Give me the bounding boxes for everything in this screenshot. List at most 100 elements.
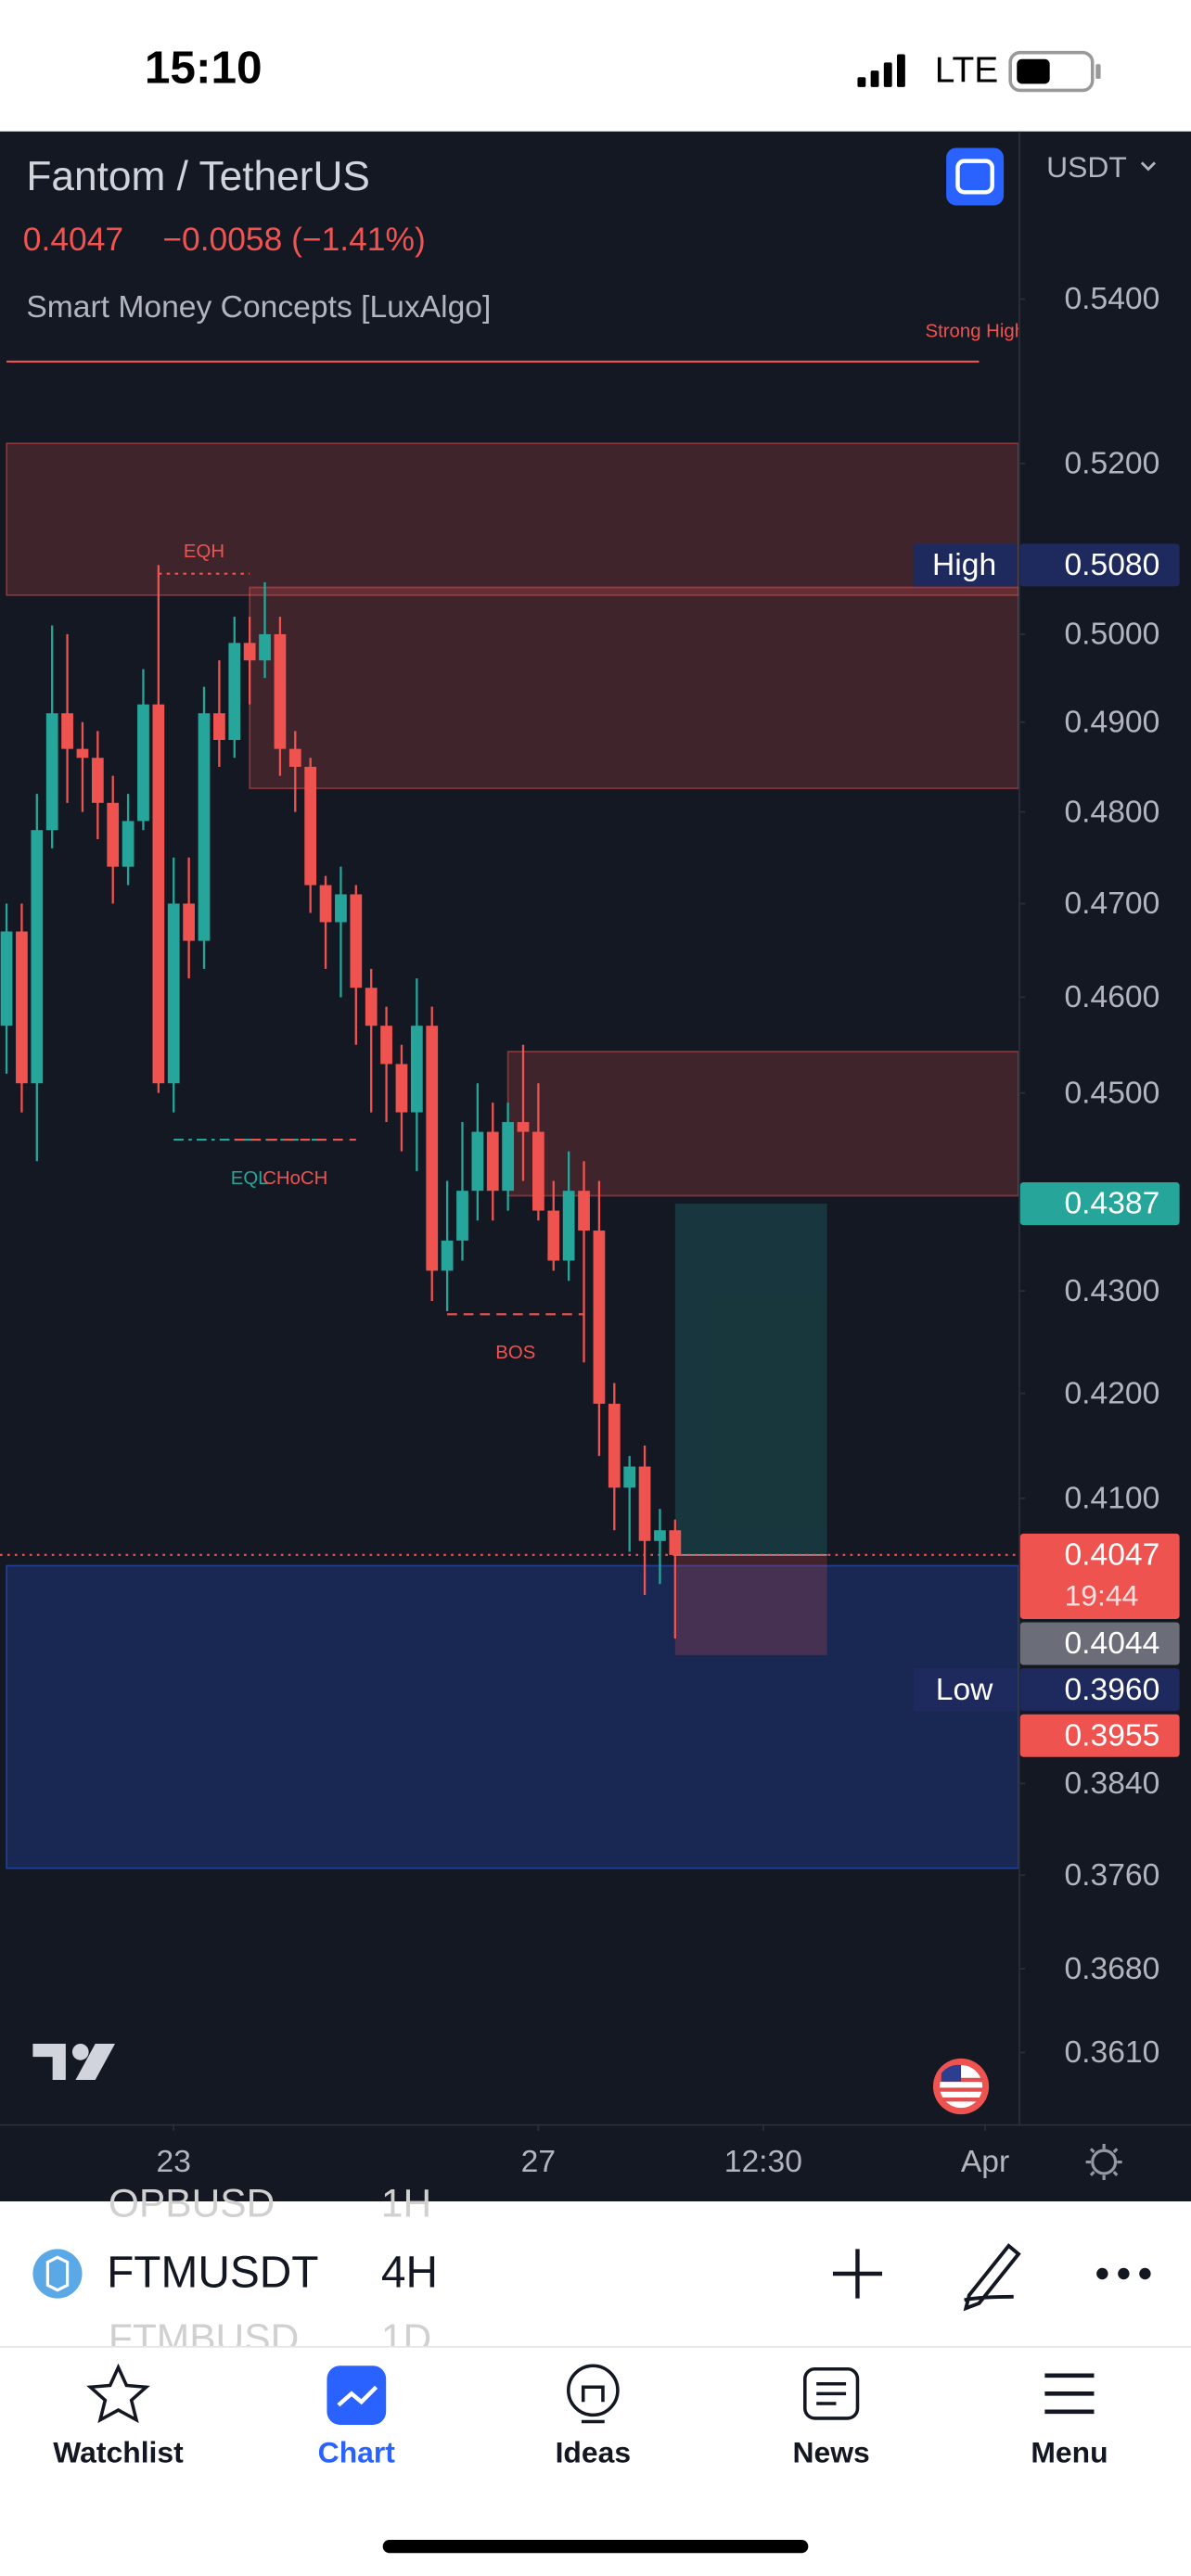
candle-body	[31, 830, 44, 1084]
tab-bar	[0, 2345, 1191, 2576]
x-tick-label: 27	[521, 2145, 556, 2179]
candle-body	[623, 1466, 636, 1488]
nav-labels: Watchlist Chart Ideas News Menu	[53, 2435, 1108, 2468]
candle-body	[167, 903, 180, 1084]
y-tick-label: 0.4900	[1064, 705, 1159, 739]
price-tag	[1019, 1668, 1180, 1712]
nav-label[interactable]: Ideas	[556, 2435, 632, 2468]
candle-body	[654, 1530, 666, 1541]
price-tag-label: 0.4387	[1064, 1187, 1159, 1221]
nav-label[interactable]: Watchlist	[53, 2435, 184, 2468]
y-tick-label: 0.5200	[1064, 446, 1159, 480]
ghost-interval: 1H	[381, 2183, 431, 2226]
candle-body	[243, 643, 256, 661]
candle-body	[502, 1122, 515, 1192]
price-tag-countdown: 19:44	[1065, 1578, 1139, 1612]
y-tick-label: 0.4100	[1064, 1481, 1159, 1515]
chart-icon[interactable]	[327, 2366, 387, 2426]
price-tag-label: 0.5080	[1064, 548, 1159, 582]
ghost-symbol: OPBUSD	[109, 2183, 275, 2226]
candle-body	[91, 758, 104, 803]
currency: USDT	[1046, 150, 1127, 184]
toolbar	[0, 2201, 1191, 2346]
price-tag	[1019, 543, 1180, 587]
candle-body	[335, 894, 347, 923]
price-tag-label: 0.4047	[1064, 1538, 1159, 1573]
candle-body	[350, 894, 363, 988]
currency-selector[interactable]: USDT	[1046, 150, 1157, 184]
price-tag	[1019, 1622, 1180, 1665]
candle-body	[395, 1064, 408, 1113]
battery-icon	[1008, 50, 1101, 93]
last-price: 0.4047	[23, 221, 123, 258]
nav-label[interactable]: Chart	[318, 2435, 396, 2468]
candle-body	[0, 931, 13, 1027]
y-tick-label: 0.4800	[1064, 795, 1159, 829]
symbol-title: Fantom / TetherUS	[26, 154, 370, 199]
tradingview-logo	[32, 2043, 115, 2080]
price-tag-name-box	[913, 543, 1018, 587]
price-tag	[1019, 1533, 1180, 1619]
symbol[interactable]: FTMUSDT	[107, 2248, 318, 2297]
price-tag-name-box	[913, 1668, 1018, 1712]
more-button[interactable]	[1096, 2267, 1151, 2280]
position-target	[674, 1204, 827, 1555]
candle-body	[562, 1191, 575, 1261]
indicator-name: Smart Money Concepts [LuxAlgo]	[26, 290, 491, 325]
price-change: −0.0058 (−1.41%)	[162, 221, 425, 258]
menu-icon[interactable]	[1044, 2373, 1095, 2415]
y-tick-label: 0.3760	[1064, 1858, 1159, 1893]
y-tick-label: 0.4200	[1064, 1376, 1159, 1410]
candle-body	[593, 1231, 606, 1404]
candle-body	[319, 885, 332, 923]
candle-body	[547, 1210, 560, 1261]
ideas-icon[interactable]	[567, 2364, 620, 2424]
chart-background	[0, 131, 1191, 2202]
candle-body	[517, 1122, 530, 1132]
settings-icon[interactable]	[1085, 2144, 1122, 2181]
network: LTE	[935, 50, 999, 90]
candle-body	[122, 821, 134, 867]
zone	[6, 442, 1019, 596]
fullscreen-button[interactable]	[946, 147, 1005, 206]
candle-body	[274, 633, 287, 749]
status-bar	[0, 0, 1191, 132]
candle-body	[578, 1191, 590, 1231]
news-icon[interactable]	[803, 2366, 860, 2420]
x-tick-label: Apr	[961, 2145, 1009, 2179]
nav-label[interactable]: News	[793, 2435, 870, 2468]
candle-body	[456, 1191, 468, 1241]
flag-icon[interactable]	[932, 2058, 990, 2115]
y-tick-label: 0.4300	[1064, 1274, 1159, 1308]
zone	[6, 1564, 1019, 1869]
price-tag-label: 0.4044	[1064, 1626, 1159, 1661]
candle-body	[183, 903, 195, 941]
draw-button[interactable]	[963, 2243, 1021, 2312]
interval[interactable]: 4H	[381, 2248, 438, 2297]
price-tag-name: High	[932, 548, 996, 582]
candle-body	[45, 713, 58, 831]
y-tick-label: 0.4600	[1064, 980, 1159, 1014]
status-time: 15:10	[145, 41, 263, 93]
candle-body	[137, 704, 149, 822]
candle-body	[288, 748, 301, 767]
zone	[249, 586, 1019, 790]
candle-body	[107, 802, 120, 867]
home-indicator	[382, 2540, 809, 2554]
x-tick-label: 12:30	[724, 2145, 802, 2179]
price-tag	[1019, 1714, 1180, 1757]
structure-label: BOS	[495, 1343, 535, 1363]
y-tick-label: 0.3840	[1064, 1766, 1159, 1801]
watchlist-icon[interactable]	[86, 2363, 150, 2424]
candle-body	[638, 1466, 651, 1541]
structure-label: CHoCH	[263, 1168, 327, 1189]
candle-body	[61, 713, 73, 749]
add-button[interactable]	[832, 2249, 883, 2299]
y-tick-label: 0.5000	[1064, 618, 1159, 652]
price-tag-label: 0.3960	[1064, 1673, 1159, 1707]
nav-label[interactable]: Menu	[1031, 2435, 1108, 2468]
candle-body	[365, 988, 378, 1027]
candle-body	[76, 748, 89, 759]
